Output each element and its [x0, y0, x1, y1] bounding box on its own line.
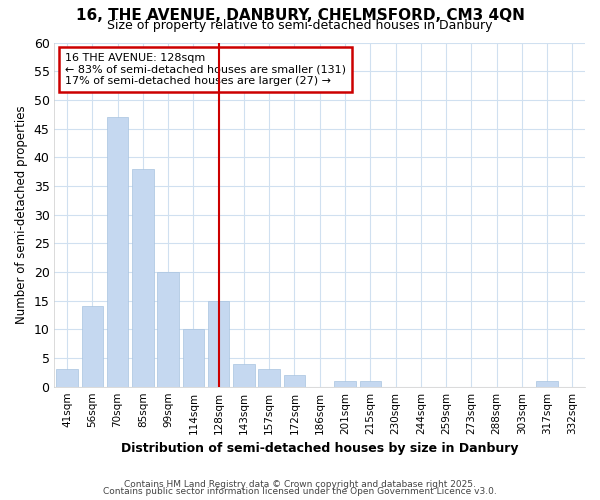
Text: 16, THE AVENUE, DANBURY, CHELMSFORD, CM3 4QN: 16, THE AVENUE, DANBURY, CHELMSFORD, CM3…	[76, 8, 524, 22]
Bar	[536, 381, 558, 386]
Bar	[259, 370, 280, 386]
Bar	[284, 375, 305, 386]
Text: Size of property relative to semi-detached houses in Danbury: Size of property relative to semi-detach…	[107, 19, 493, 32]
Text: Contains public sector information licensed under the Open Government Licence v3: Contains public sector information licen…	[103, 487, 497, 496]
Bar	[157, 272, 179, 386]
Y-axis label: Number of semi-detached properties: Number of semi-detached properties	[15, 106, 28, 324]
X-axis label: Distribution of semi-detached houses by size in Danbury: Distribution of semi-detached houses by …	[121, 442, 518, 455]
Bar	[233, 364, 254, 386]
Bar	[359, 381, 381, 386]
Bar	[182, 330, 204, 386]
Bar	[107, 117, 128, 386]
Text: 16 THE AVENUE: 128sqm
← 83% of semi-detached houses are smaller (131)
17% of sem: 16 THE AVENUE: 128sqm ← 83% of semi-deta…	[65, 53, 346, 86]
Bar	[208, 300, 229, 386]
Bar	[132, 168, 154, 386]
Bar	[56, 370, 78, 386]
Bar	[334, 381, 356, 386]
Text: Contains HM Land Registry data © Crown copyright and database right 2025.: Contains HM Land Registry data © Crown c…	[124, 480, 476, 489]
Bar	[82, 306, 103, 386]
